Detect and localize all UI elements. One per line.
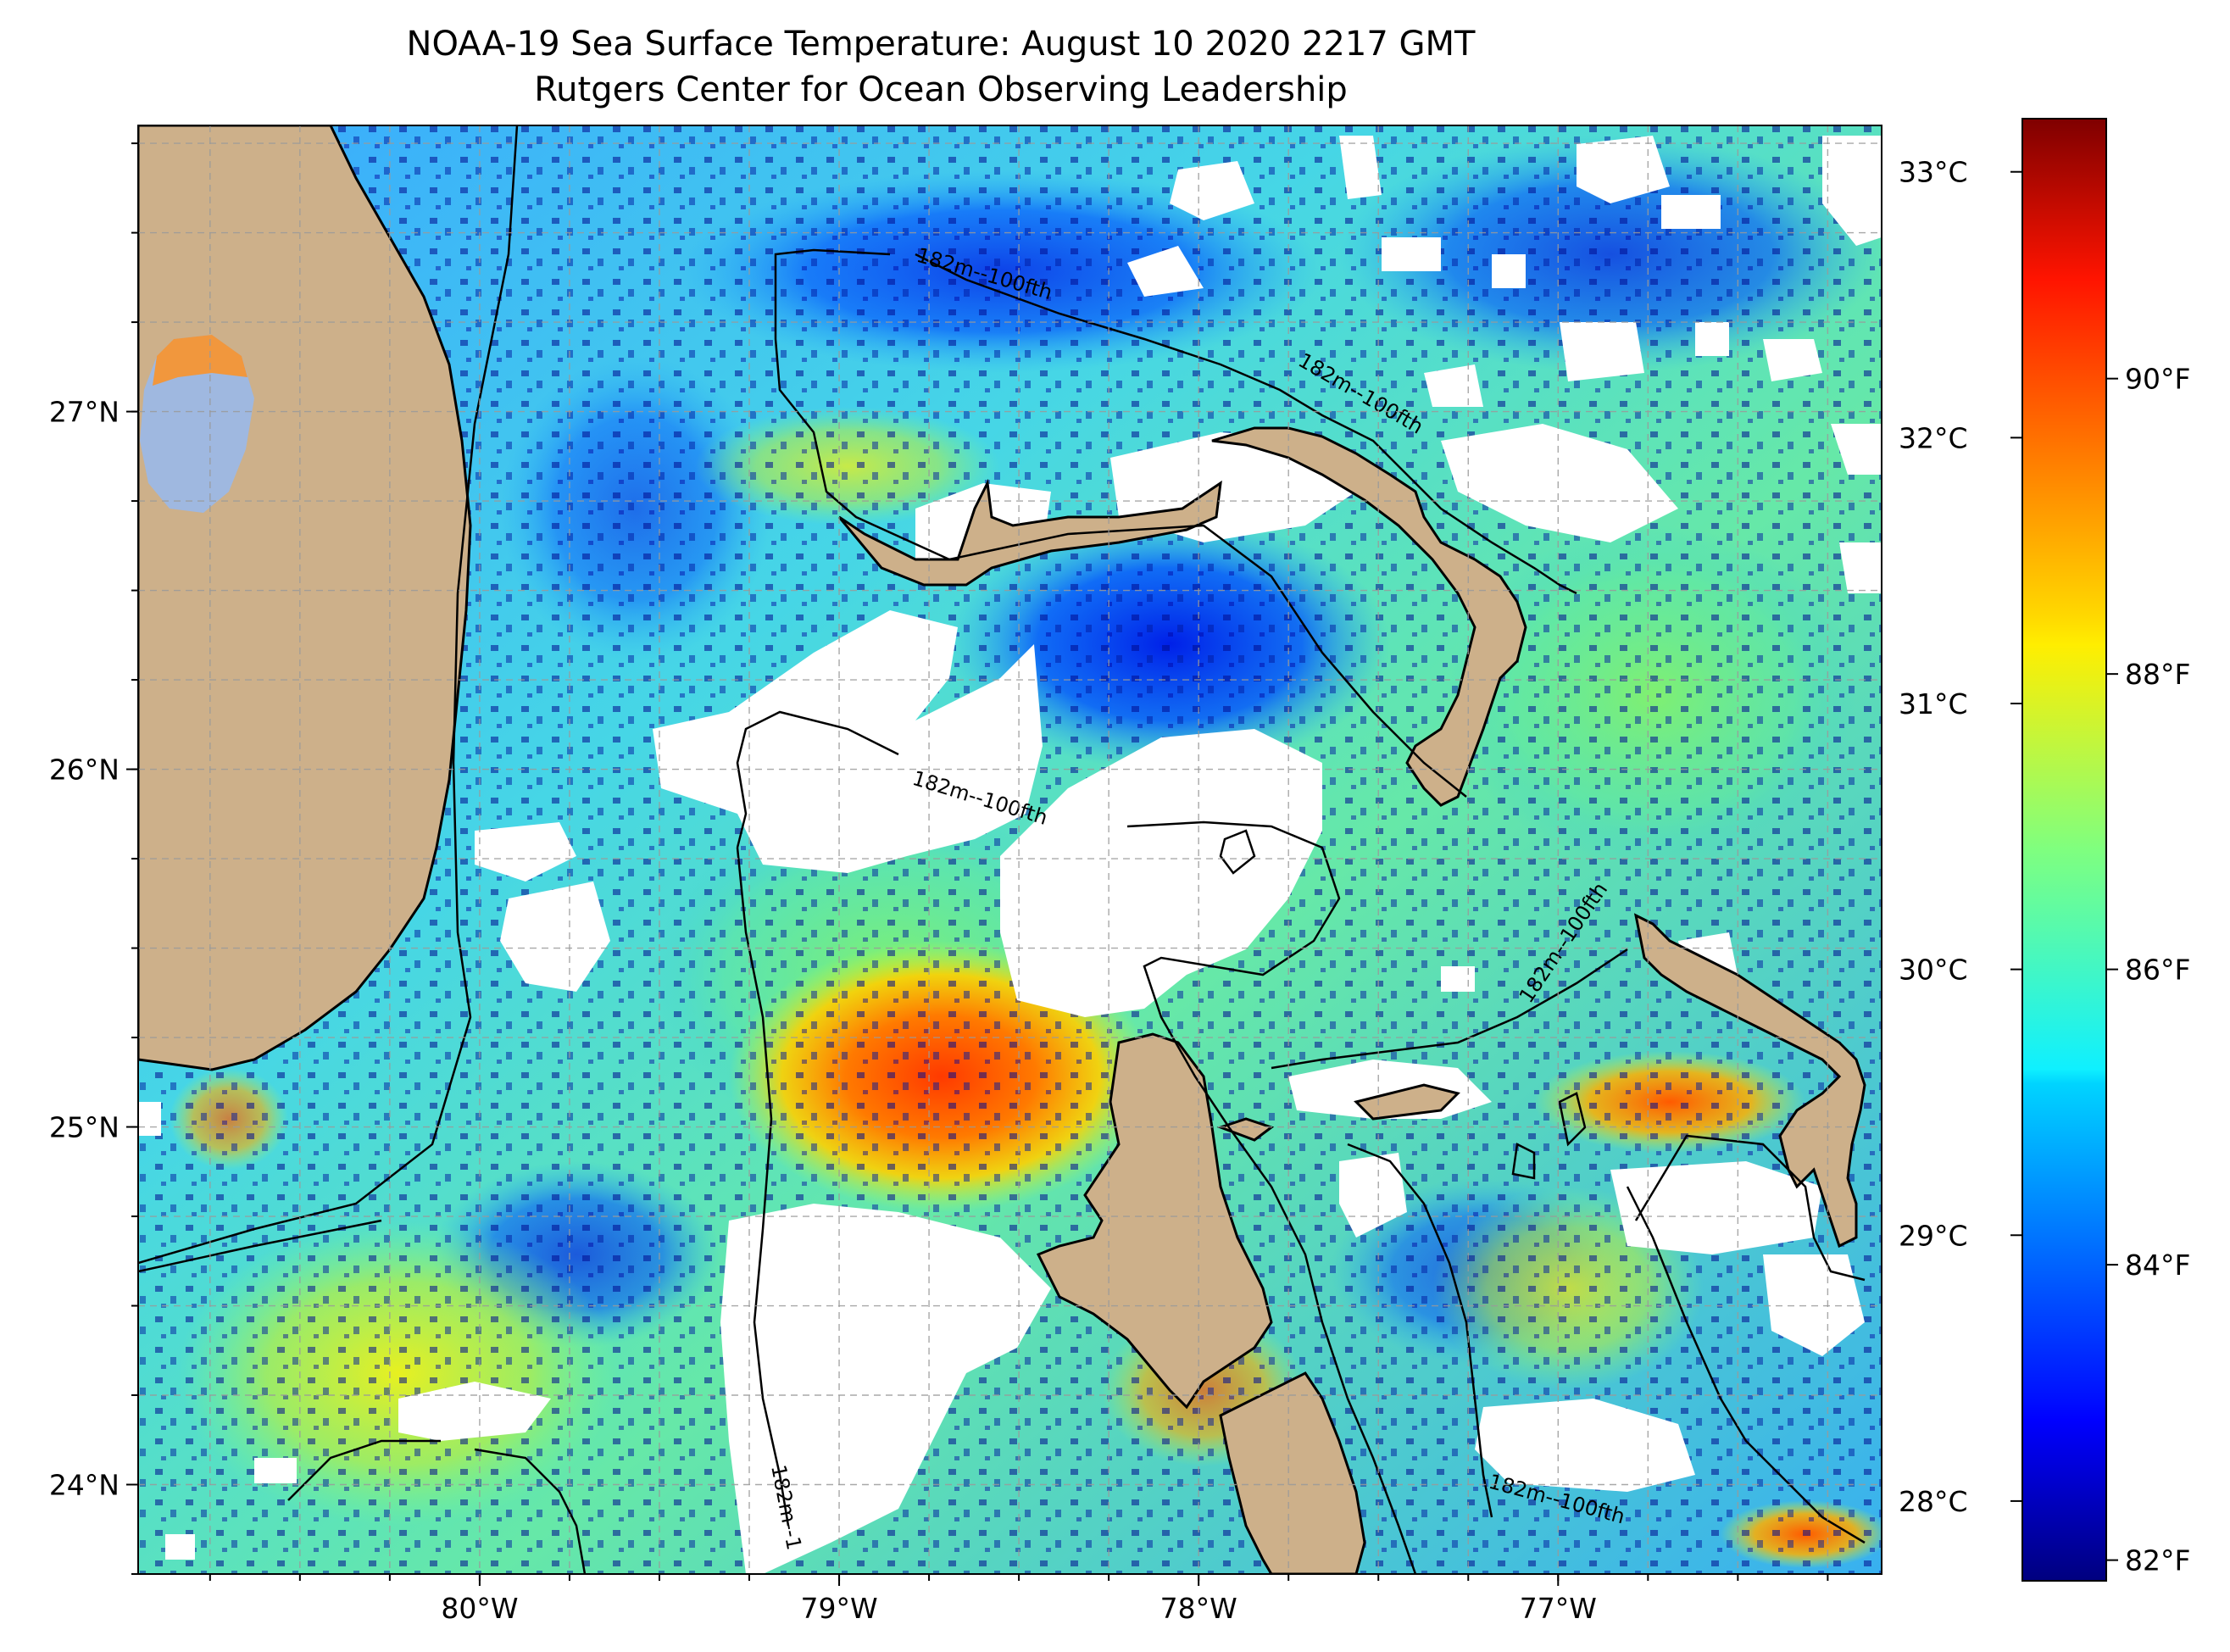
isobath-line [474,1448,587,1574]
lake-okeechobee-warm-edge [153,335,247,386]
isobath-contours [138,125,1866,1574]
andros-land [1036,1032,1273,1410]
lon-tick-label: 77°W [1520,1592,1597,1625]
lon-tick-label: 79°W [800,1592,877,1625]
lon-tick-label: 80°W [441,1592,518,1625]
cloud-patch [1492,254,1526,288]
celsius-tick-label: 29°C [1899,1219,1968,1252]
isobath-line [1558,1092,1587,1147]
fahrenheit-tick-label: 88°F [2125,658,2190,691]
cloud-patch [1127,246,1204,297]
andros-south-land [1219,1371,1366,1574]
lat-tick-label: 25°N [49,1111,120,1144]
cloud-patch [254,1458,297,1483]
cloud-patch [1000,729,1322,1017]
map-plot-area: 182m--100fth 182m--100fth 182m--100fth 1… [138,125,1882,1574]
cloud-patch [1695,322,1729,356]
fahrenheit-tick-label: 84°F [2125,1249,2190,1282]
map-gridlines [138,125,1882,1574]
lat-tick-label: 26°N [49,754,120,787]
cloud-patch [500,882,610,992]
isobath-line [1634,1134,1866,1282]
cloud-patch [1831,424,1882,475]
cloud-patch [1577,136,1670,203]
cloud-patch [1822,136,1882,246]
cloud-patch [1661,195,1721,229]
cloud-patch [1441,966,1475,992]
colorbar-ticks: 28°C 29°C 30°C 31°C 32°C 33°C 82°F 84°F 86°F 88°F… [1899,156,2190,1577]
cloud-patch [138,1102,161,1136]
celsius-tick-label: 31°C [1899,687,1968,720]
cloud-patch [1441,424,1678,542]
cloud-patch [475,822,576,882]
isobath-line [736,710,899,848]
colorbar-gradient [2021,118,2107,1582]
cloud-patch [165,1534,195,1560]
celsius-tick-label: 33°C [1899,156,1968,189]
cloud-patch [1560,322,1644,381]
lat-tick-label: 27°N [49,396,120,429]
map-subtitle: Rutgers Center for Ocean Observing Leade… [534,70,1348,109]
cloud-patch [1170,161,1254,220]
cloud-patch [1763,339,1822,381]
isobath-line [774,248,1467,798]
lon-tick-label: 78°W [1160,1592,1237,1625]
map-title: NOAA-19 Sea Surface Temperature: August … [406,25,1476,64]
map-frame [137,125,1882,1575]
lat-tick-label: 24°N [49,1469,120,1502]
fahrenheit-tick-label: 86°F [2125,954,2190,987]
celsius-tick-label: 30°C [1899,954,1968,987]
colorbar: 28°C 29°C 30°C 31°C 32°C 33°C 82°F 84°F 86°F 88°F… [1899,118,2190,1582]
cloud-patch [1610,1161,1822,1254]
berry-islands-land [1354,1083,1460,1121]
cloud-patch [720,1204,1051,1574]
cloud-mask [138,136,1882,1574]
celsius-tick-label: 28°C [1899,1485,1968,1518]
isobath-line [915,253,1577,595]
isobath-line [736,847,790,1527]
isobath-line [1511,1143,1536,1180]
fahrenheit-tick-label: 90°F [2125,363,2190,396]
cloud-patch [1475,1399,1695,1492]
isobath-line [1626,1186,1866,1544]
isobath-line [287,1439,441,1501]
isobath-line [1347,1143,1493,1518]
map-axis-ticks: 80°W 79°W 78°W 77°W 24°N 25°N 26°N 27°N [49,142,1829,1625]
cloud-patch [1339,136,1382,199]
cloud-patch [1382,237,1441,271]
isobath-line [1219,829,1256,875]
cloud-patch [653,610,1043,873]
celsius-tick-label: 32°C [1899,421,1968,454]
isobath-line [138,1219,382,1273]
isobath-line [1271,948,1628,1070]
eleuthera-land [1633,913,1866,1249]
isobath-line [1126,820,1417,1574]
grand-bahama-land [837,478,1222,587]
fahrenheit-tick-label: 82°F [2125,1544,2190,1577]
cloud-patch [398,1382,551,1441]
cloud-patch [1839,542,1882,593]
abaco-land [1211,426,1527,807]
isobath-line [138,125,519,1265]
